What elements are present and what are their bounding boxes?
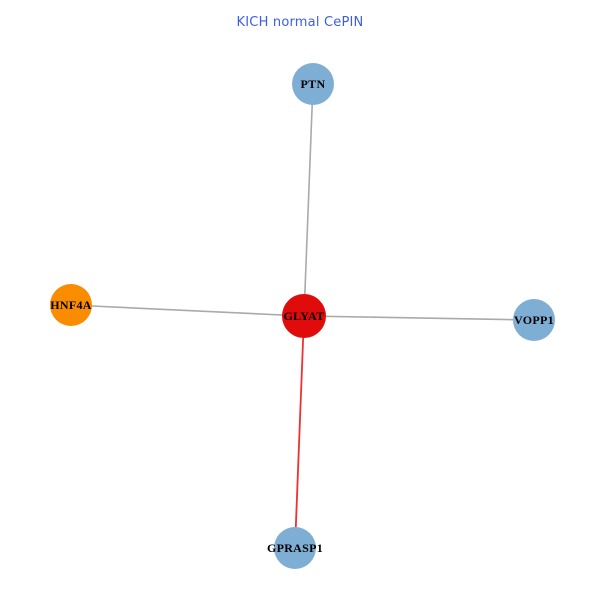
node-label-gprasp1: GPRASP1 [266,541,324,555]
node-label-hnf4a: HNF4A [50,298,92,312]
node-gprasp1[interactable] [274,527,316,569]
node-hnf4a[interactable] [50,284,92,326]
edge-glyat-vopp1 [303,315,535,321]
node-ptn[interactable] [292,63,334,105]
node-label-ptn: PTN [300,77,326,91]
edge-glyat-ptn [303,83,314,317]
page-title: KICH normal CePIN [236,15,364,30]
edge-glyat-gprasp1 [294,315,305,549]
edge-glyat-hnf4a [70,304,305,317]
node-glyat[interactable] [282,294,326,338]
node-label-vopp1: VOPP1 [514,313,554,327]
node-label-glyat: GLYAT [283,309,325,323]
node-vopp1[interactable] [513,299,555,341]
